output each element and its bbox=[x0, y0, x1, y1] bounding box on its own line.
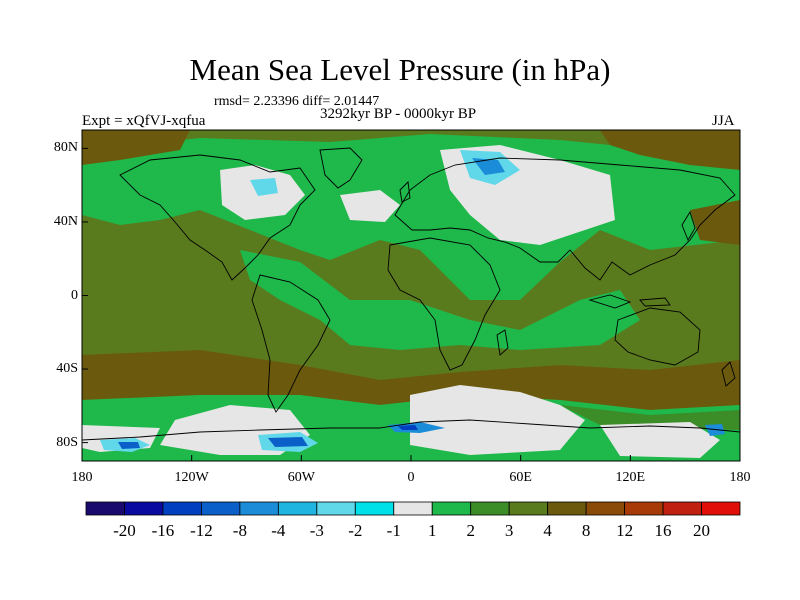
colorbar-label: -2 bbox=[348, 521, 363, 540]
axis-tickmarks bbox=[81, 147, 741, 461]
chart-title: Mean Sea Level Pressure (in hPa) bbox=[189, 52, 611, 87]
colorbar-label: 3 bbox=[504, 521, 514, 540]
colorbar-label: -12 bbox=[190, 521, 213, 540]
stats-text: rmsd= 2.23396 diff= 2.01447 bbox=[214, 94, 380, 109]
colorbar-box bbox=[624, 501, 664, 516]
colorbar-box bbox=[508, 501, 549, 516]
colorbar-label: 12 bbox=[616, 521, 634, 540]
lat-tick-label: 0 bbox=[71, 287, 78, 303]
lat-tick-label: 40S bbox=[56, 361, 78, 377]
colorbar-label: 8 bbox=[581, 521, 591, 540]
colorbar-box bbox=[277, 501, 318, 516]
colorbar-box bbox=[239, 501, 279, 516]
colorbar-label: 16 bbox=[654, 521, 672, 540]
coastlines bbox=[82, 147, 740, 441]
lon-tick-label: 180 bbox=[729, 470, 751, 485]
colorbar-box bbox=[393, 501, 433, 516]
lon-tick-label: 180 bbox=[71, 470, 93, 485]
colorbar-label: -4 bbox=[271, 521, 286, 540]
lon-tick-label: 120W bbox=[174, 470, 209, 485]
colorbar-label: -20 bbox=[113, 521, 136, 540]
colorbar-box bbox=[85, 501, 125, 516]
lon-tick-label: 0 bbox=[407, 470, 415, 485]
season-label: JJA bbox=[712, 113, 735, 129]
colorbar-box bbox=[316, 501, 356, 516]
period-text: 3292kyr BP - 0000kyr BP bbox=[320, 106, 477, 122]
lon-tick-label: 60W bbox=[287, 470, 315, 485]
colorbar-box bbox=[701, 501, 741, 516]
colorbar-box bbox=[547, 501, 587, 516]
colorbar-box bbox=[470, 501, 510, 516]
lon-tick-label: 120E bbox=[615, 470, 646, 485]
colorbar-label: 4 bbox=[543, 521, 552, 540]
lat-tick-label: 80N bbox=[53, 140, 78, 156]
colorbar-label: 2 bbox=[466, 521, 475, 540]
colorbar-label: 1 bbox=[427, 521, 437, 540]
colorbar-label: -16 bbox=[151, 521, 175, 540]
colorbar-label: 20 bbox=[693, 521, 711, 540]
colorbar-label: -3 bbox=[309, 521, 324, 540]
colorbar-box bbox=[162, 501, 202, 516]
colorbar-box bbox=[662, 501, 702, 516]
colorbar-box bbox=[431, 501, 472, 516]
colorbar-box bbox=[201, 501, 241, 516]
colorbar-box bbox=[354, 501, 395, 516]
experiment-label: Expt = xQfVJ-xqfua bbox=[82, 113, 206, 129]
colorbar-label: -8 bbox=[232, 521, 247, 540]
colorbar-label: -1 bbox=[386, 521, 401, 540]
lat-tick-label: 40N bbox=[53, 213, 78, 229]
colorbar bbox=[85, 501, 741, 516]
lat-tick-label: 80S bbox=[56, 434, 78, 450]
colorbar-box bbox=[124, 501, 164, 516]
colorbar-box bbox=[585, 501, 625, 516]
lon-tick-label: 60E bbox=[509, 470, 532, 485]
